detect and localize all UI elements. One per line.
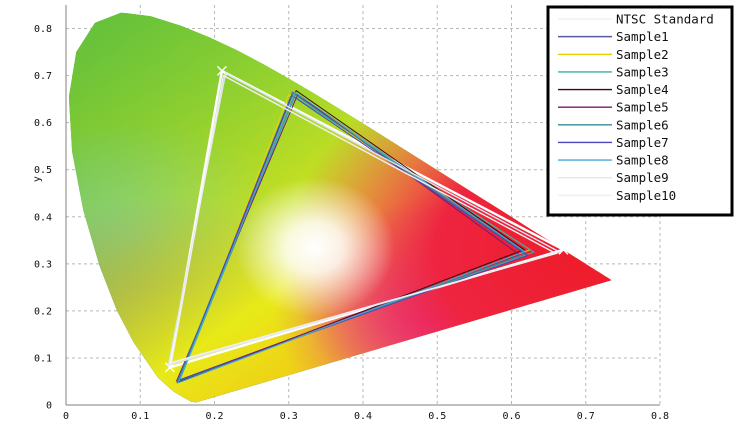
- legend-label: Sample10: [616, 188, 676, 203]
- legend-label: Sample7: [616, 135, 669, 150]
- y-tick-label: 0: [46, 401, 52, 412]
- legend: NTSC Standard Sample1 Sample2 Sample3 Sample…: [546, 5, 734, 217]
- legend-label: Sample1: [616, 29, 669, 44]
- marker-stroke: [558, 244, 569, 255]
- x-tick-label: 0.2: [205, 411, 223, 422]
- x-tick-label: 0.1: [131, 411, 149, 422]
- x-tick-label: 0.4: [354, 411, 372, 422]
- y-tick-label: 0.4: [34, 212, 52, 223]
- legend-label: Sample8: [616, 153, 669, 168]
- y-tick-label: 0.6: [34, 118, 52, 129]
- legend-label: Sample4: [616, 82, 669, 97]
- x-tick-label: 0: [63, 411, 69, 422]
- legend-label: Sample3: [616, 64, 669, 79]
- y-tick-label: 0.5: [34, 165, 52, 176]
- legend-label: Sample5: [616, 100, 669, 115]
- series-sample10: [170, 74, 558, 364]
- chromaticity-fill: [68, 12, 612, 403]
- ntsc-vertex-marker: [558, 244, 569, 255]
- legend-label: NTSC Standard: [616, 12, 714, 27]
- y-tick-label: 0.8: [34, 24, 52, 35]
- y-tick-label: 0.7: [34, 71, 52, 82]
- y-tick-label: 0.3: [34, 259, 52, 270]
- legend-label: Sample6: [616, 117, 669, 132]
- y-tick-label: 0.1: [34, 353, 52, 364]
- series-lines: [164, 65, 569, 384]
- marker-stroke: [216, 65, 227, 76]
- legend-box: [546, 5, 734, 217]
- legend-label: Sample2: [616, 47, 669, 62]
- axes: 0 0.1 0.2 0.3 0.4 0.5 0.6 0.7 0.8 0 0.1 0.2 0.3 0.4 0.…: [34, 5, 669, 422]
- x-tick-label: 0.6: [502, 411, 520, 422]
- x-tick-label: 0.5: [428, 411, 446, 422]
- x-tick-label: 0.3: [280, 411, 298, 422]
- legend-label: Sample9: [616, 170, 669, 185]
- y-tick-label: 0.2: [34, 306, 52, 317]
- x-tick-label: 0.7: [577, 411, 595, 422]
- fill-white-point: [234, 177, 395, 318]
- x-tick-label: 0.8: [651, 411, 669, 422]
- y-axis-label: y: [32, 176, 43, 182]
